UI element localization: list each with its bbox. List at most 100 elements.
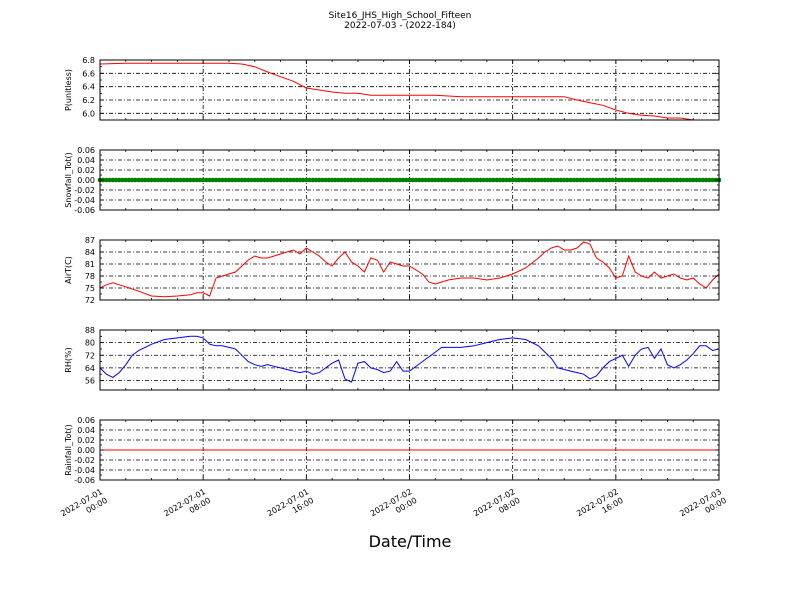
data-point <box>178 177 183 183</box>
data-point <box>674 177 680 183</box>
y-axis-label: P(unitless) <box>64 69 73 111</box>
data-point <box>136 177 141 183</box>
ytick-label: -0.04 <box>74 196 95 205</box>
data-point <box>184 177 190 183</box>
panel-1: 6.8 6.6 6.4 6.2 6.0 P(unitless) <box>64 56 720 121</box>
data-point <box>171 177 177 183</box>
ytick-label: 88 <box>85 326 95 335</box>
series-points <box>97 177 722 183</box>
data-point <box>571 177 577 183</box>
y-axis-label: Snowfall_Tot() <box>64 152 73 208</box>
data-point <box>432 177 438 183</box>
data-point <box>678 177 683 183</box>
data-point <box>239 177 245 183</box>
data-point <box>278 177 283 183</box>
data-point <box>671 177 677 183</box>
data-point <box>162 177 167 183</box>
data-point <box>658 177 664 183</box>
panel-2: 0.060.040.020.00-0.02-0.04-0.06Snowfall_… <box>64 146 722 215</box>
data-point <box>513 177 519 183</box>
data-point <box>407 177 412 183</box>
data-point <box>287 177 293 183</box>
data-point <box>484 177 490 183</box>
data-point <box>381 177 387 183</box>
series-line <box>99 335 720 383</box>
data-point <box>326 177 332 183</box>
data-point <box>584 177 590 183</box>
y-axis-label: RH(%) <box>64 347 73 372</box>
data-point <box>578 177 583 183</box>
data-point <box>487 177 493 183</box>
panel-frame <box>99 149 720 211</box>
data-point <box>107 177 112 183</box>
x-axis-title: Date/Time <box>368 532 452 551</box>
data-point <box>626 177 632 183</box>
data-point <box>126 177 132 183</box>
ytick-label: 6.2 <box>82 96 95 105</box>
data-point <box>655 177 661 183</box>
ytick-label: 0.04 <box>77 156 95 165</box>
ytick-label: 6.0 <box>82 109 95 118</box>
data-point <box>284 177 290 183</box>
data-point <box>619 177 625 183</box>
data-point <box>104 177 109 183</box>
data-point <box>610 177 615 183</box>
ytick-label: 84 <box>85 248 95 257</box>
data-point <box>200 177 206 183</box>
data-point <box>400 177 406 183</box>
data-point <box>120 177 125 183</box>
data-point <box>271 177 277 183</box>
data-point <box>391 177 396 183</box>
data-point <box>146 177 151 183</box>
data-point <box>168 177 174 183</box>
data-point <box>500 177 506 183</box>
data-point <box>336 177 341 183</box>
ytick-label: 6.8 <box>82 56 95 65</box>
data-point <box>329 177 335 183</box>
data-point <box>268 177 274 183</box>
data-point <box>532 177 538 183</box>
data-point <box>648 177 654 183</box>
data-point <box>426 177 432 183</box>
data-point <box>420 177 425 183</box>
panel-frame <box>99 239 720 301</box>
data-point <box>313 177 319 183</box>
chart-title: Site16_JHS_High_School_Fifteen <box>328 11 472 21</box>
ytick-label: 0.04 <box>77 426 95 435</box>
data-point <box>129 177 135 183</box>
data-point <box>452 177 457 183</box>
data-point <box>481 177 486 183</box>
data-point <box>403 177 409 183</box>
data-point <box>639 177 644 183</box>
panel-5: 0.060.040.020.00-0.02-0.04-0.06Rainfall_… <box>64 416 720 485</box>
data-point <box>700 177 706 183</box>
data-point <box>149 177 154 183</box>
data-point <box>568 177 573 183</box>
data-point <box>707 177 712 183</box>
data-point <box>304 177 309 183</box>
data-point <box>520 177 525 183</box>
xtick-label: 2022-07-0216:00 <box>575 487 625 527</box>
data-point <box>661 177 667 183</box>
data-point <box>442 177 448 183</box>
series-line <box>99 241 720 298</box>
data-point <box>507 177 512 183</box>
data-point <box>181 177 187 183</box>
data-point <box>594 177 599 183</box>
data-point <box>516 177 522 183</box>
data-point <box>632 177 638 183</box>
data-point <box>355 177 361 183</box>
data-point <box>474 177 480 183</box>
data-point <box>194 177 200 183</box>
data-point <box>471 177 477 183</box>
data-point <box>565 177 570 183</box>
data-point <box>545 177 551 183</box>
data-point <box>307 177 312 183</box>
data-point <box>539 177 544 183</box>
data-point <box>652 177 657 183</box>
data-point <box>297 177 303 183</box>
panel-3: 87 84 81 78 75 72 AirT(C) <box>64 236 720 305</box>
xtick-label: 2022-07-0108:00 <box>162 487 212 527</box>
data-point <box>365 177 370 183</box>
data-point <box>552 177 557 183</box>
